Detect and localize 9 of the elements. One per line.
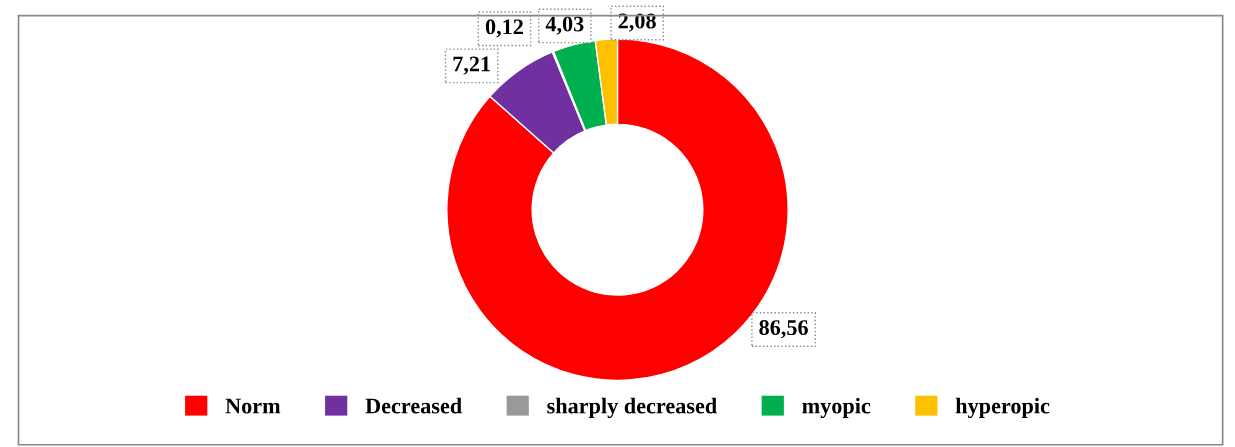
data-label: 86,56 — [759, 320, 808, 339]
data-label: 7,21 — [453, 56, 490, 75]
legend-label: hyperopic — [955, 397, 1050, 419]
data-label: 4,03 — [545, 16, 584, 35]
legend-label: sharply decreased — [547, 397, 717, 419]
legend-label: Norm — [225, 398, 281, 414]
data-label: 0,12 — [485, 19, 523, 38]
legend-label: Decreased — [365, 397, 462, 414]
legend-label: myopic — [802, 397, 871, 419]
